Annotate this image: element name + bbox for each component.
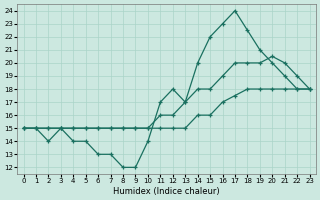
X-axis label: Humidex (Indice chaleur): Humidex (Indice chaleur) (113, 187, 220, 196)
